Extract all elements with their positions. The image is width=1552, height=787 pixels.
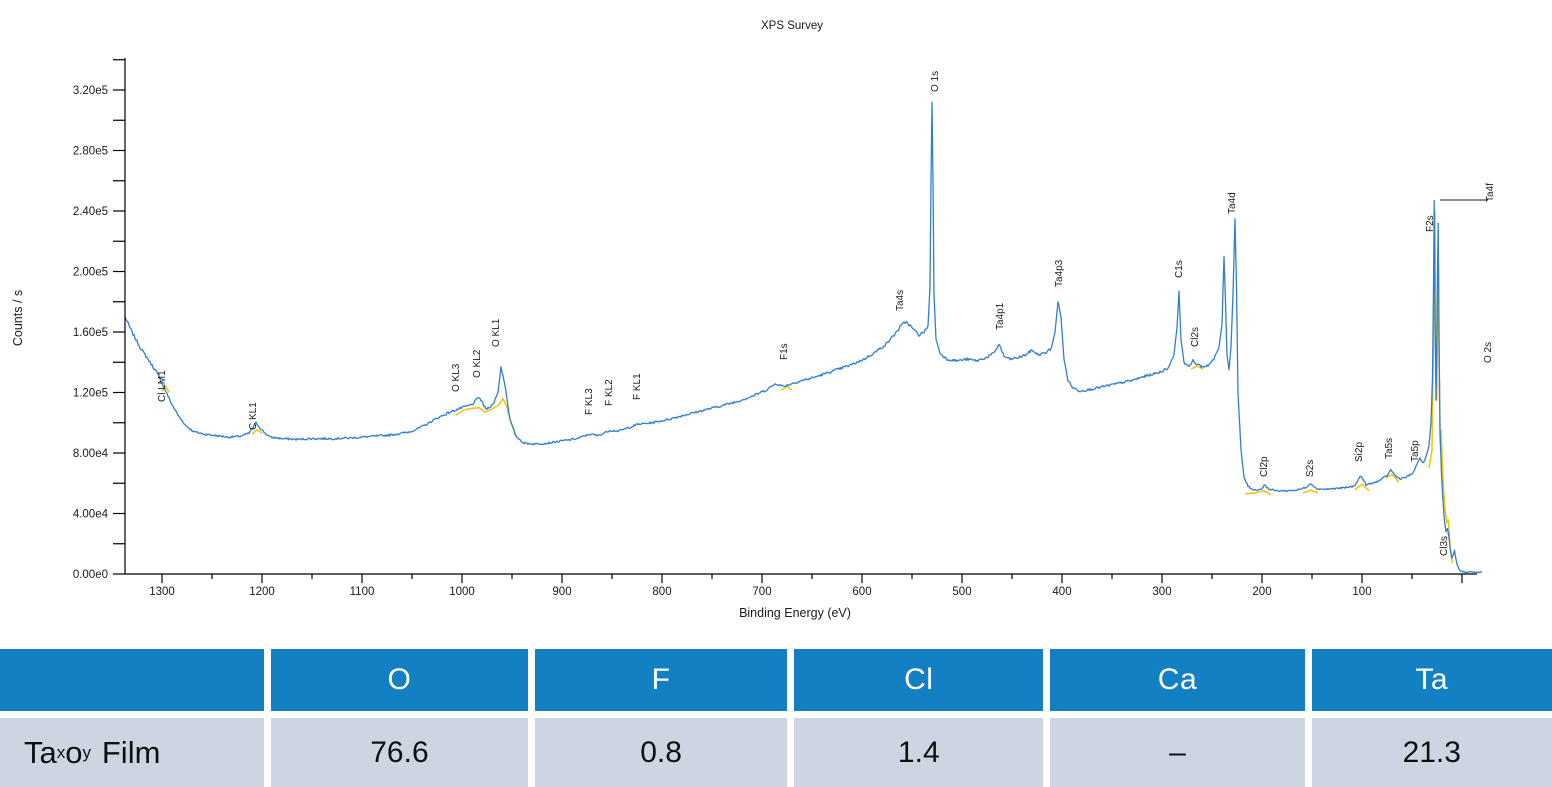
svg-text:C KL1: C KL1 [248,402,259,430]
peak-labels: Cl LM1 C KL1 O KL3 O KL2 O KL1 F KL3 F KL2 F KL… [157,71,1496,556]
svg-text:F KL1: F KL1 [632,373,643,400]
svg-text:Cl2p: Cl2p [1259,456,1270,477]
x-axis-label: Binding Energy (eV) [739,606,851,620]
svg-text:300: 300 [1152,586,1171,598]
row-label-base: Ta [24,734,57,770]
axes: 0.00e0 4.00e4 8.00e4 1.20e5 1.60e5 2.00e5 2.40… [73,58,1477,598]
svg-text:1300: 1300 [149,586,175,598]
svg-text:O 1s: O 1s [930,71,941,92]
value-cell-F: 0.8 [534,718,788,787]
svg-text:600: 600 [852,586,871,598]
svg-text:100: 100 [1352,586,1371,598]
svg-text:O KL2: O KL2 [472,349,483,378]
svg-text:Cl2s: Cl2s [1190,327,1201,347]
svg-text:Si2p: Si2p [1354,442,1365,462]
svg-text:Cl LM1: Cl LM1 [157,370,168,402]
svg-text:3.20e5: 3.20e5 [73,85,108,97]
svg-text:O KL1: O KL1 [491,318,502,347]
header-cell-F: F [534,649,788,711]
svg-text:1100: 1100 [350,586,375,598]
svg-text:2.40e5: 2.40e5 [73,206,108,218]
svg-text:Ta4p1: Ta4p1 [995,302,1006,330]
fit-components-series [161,210,1454,564]
svg-text:O KL3: O KL3 [451,363,462,392]
svg-text:200: 200 [1252,586,1271,598]
xps-survey-plot: XPS Survey 0.00e0 4.00e4 8.00e4 1.20e5 1.60e… [11,20,1496,620]
value-cell-Ta: 21.3 [1311,718,1552,787]
svg-text:1200: 1200 [249,586,275,598]
svg-text:O 2s: O 2s [1483,342,1494,363]
svg-text:1000: 1000 [449,586,475,598]
svg-text:F1s: F1s [779,343,790,360]
value-cell-Cl: 1.4 [794,718,1044,787]
header-cell-Cl: Cl [794,649,1044,711]
header-cell-Ta: Ta [1311,649,1552,711]
svg-text:Ta5s: Ta5s [1384,438,1395,459]
svg-text:400: 400 [1052,586,1071,598]
svg-text:500: 500 [952,586,971,598]
svg-text:Ta4s: Ta4s [895,290,906,311]
svg-text:S2s: S2s [1305,460,1316,477]
svg-text:700: 700 [752,586,771,598]
value-cell-Ca: – [1050,718,1305,787]
composition-table: O F Cl Ca Ta Ta x o y Film 76.6 0.8 1.4 – 21… [0,649,1552,787]
svg-text:Ta4f: Ta4f [1485,183,1496,202]
svg-text:F KL2: F KL2 [604,379,615,406]
header-cell-blank [0,649,264,711]
svg-text:2.00e5: 2.00e5 [73,267,108,279]
svg-text:Cl3s: Cl3s [1439,536,1450,556]
svg-text:900: 900 [552,586,571,598]
svg-text:0.00e0: 0.00e0 [73,569,108,581]
value-cell-O: 76.6 [270,718,528,787]
svg-text:C1s: C1s [1174,260,1185,278]
svg-text:2.80e5: 2.80e5 [73,146,108,158]
svg-text:Ta5p: Ta5p [1410,440,1421,462]
svg-text:Ta4d: Ta4d [1227,192,1238,214]
chart-title: XPS Survey [761,20,823,32]
svg-text:8.00e4: 8.00e4 [73,448,109,460]
y-axis-label: Counts / s [11,290,25,346]
row-label-suffix: Film [101,734,161,770]
row-label-mid: o [65,734,83,770]
header-cell-O: O [270,649,528,711]
svg-text:F KL3: F KL3 [584,388,595,415]
xps-survey-chart-section: XPS Survey 0.00e0 4.00e4 8.00e4 1.20e5 1.60e… [11,20,1496,620]
svg-text:F2s: F2s [1425,215,1436,232]
survey-series [124,101,1483,574]
svg-text:1.20e5: 1.20e5 [73,388,108,400]
svg-text:4.00e4: 4.00e4 [73,509,109,521]
row-label-taxoy-film: Ta x o y Film [0,718,264,787]
header-cell-Ca: Ca [1050,649,1305,711]
svg-text:1.60e5: 1.60e5 [73,327,108,339]
svg-text:Ta4p3: Ta4p3 [1054,259,1065,287]
svg-text:800: 800 [652,586,671,598]
